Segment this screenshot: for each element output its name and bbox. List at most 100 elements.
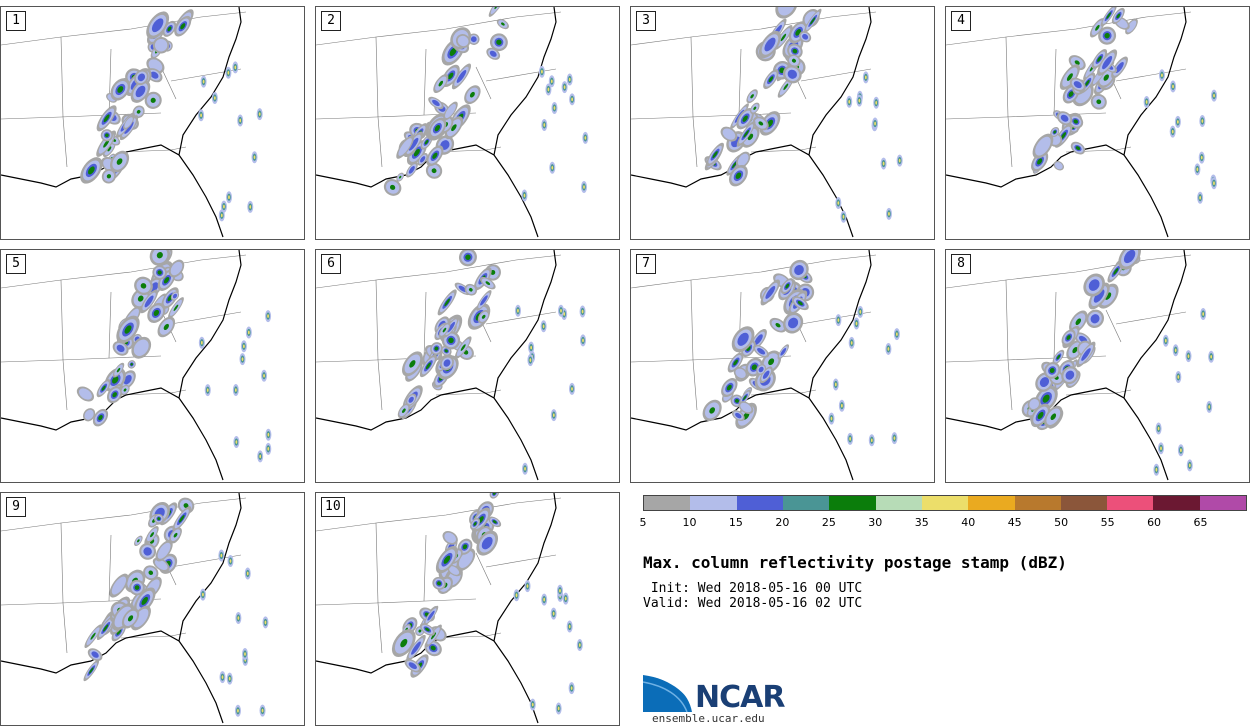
map-plot bbox=[1, 7, 263, 238]
reflectivity-cell bbox=[134, 585, 140, 590]
reflectivity-cell bbox=[735, 398, 739, 403]
reflectivity-cell bbox=[842, 214, 845, 219]
reflectivity-cell bbox=[765, 285, 776, 299]
reflectivity-cell bbox=[237, 708, 239, 713]
reflectivity-cell bbox=[864, 75, 867, 80]
ncar-logo-swoosh bbox=[643, 673, 694, 713]
coastline bbox=[1, 250, 242, 481]
reflectivity-cell bbox=[425, 627, 430, 632]
coastline bbox=[631, 7, 872, 238]
reflectivity-cell bbox=[501, 22, 505, 26]
colorbar-tick-label: 30 bbox=[868, 516, 883, 529]
reflectivity-cell bbox=[431, 168, 437, 174]
reflectivity-cell bbox=[1116, 13, 1121, 19]
reflectivity-cell bbox=[223, 204, 225, 209]
reflectivity-cell bbox=[267, 447, 270, 451]
map-panel-5: 5 bbox=[0, 249, 305, 483]
reflectivity-cell bbox=[1188, 463, 1191, 468]
reflectivity-cell bbox=[105, 133, 109, 138]
reflectivity-cell bbox=[543, 123, 546, 127]
reflectivity-cell bbox=[542, 324, 545, 329]
reflectivity-cell bbox=[137, 73, 146, 82]
map-plot bbox=[316, 250, 586, 481]
reflectivity-cell bbox=[737, 332, 749, 346]
reflectivity-cell bbox=[420, 156, 426, 163]
reflectivity-cell bbox=[1097, 55, 1102, 62]
reflectivity-cell bbox=[221, 675, 224, 679]
reflectivity-cell bbox=[531, 702, 534, 707]
reflectivity-cell bbox=[448, 337, 454, 344]
reflectivity-cell bbox=[1199, 195, 1202, 200]
panel-number: 7 bbox=[636, 254, 656, 274]
reflectivity-cell bbox=[764, 37, 776, 52]
reflectivity-cell bbox=[112, 392, 117, 398]
reflectivity-cell bbox=[259, 454, 262, 459]
reflectivity-cell bbox=[154, 559, 168, 571]
init-time: Init: Wed 2018-05-16 00 UTC bbox=[643, 581, 863, 596]
reflectivity-cell bbox=[743, 129, 749, 138]
reflectivity-cell bbox=[1103, 74, 1109, 81]
reflectivity-cell bbox=[557, 706, 560, 711]
reflectivity-cell bbox=[1172, 84, 1174, 89]
reflectivity-cell bbox=[1084, 79, 1090, 87]
reflectivity-cell bbox=[150, 71, 159, 79]
reflectivity-cell bbox=[432, 99, 440, 107]
reflectivity-cell bbox=[543, 597, 546, 602]
reflectivity-cell bbox=[480, 295, 488, 306]
reflectivity-cell bbox=[758, 121, 764, 126]
reflectivity-cell bbox=[408, 396, 414, 403]
reflectivity-cell bbox=[220, 213, 223, 218]
reflectivity-cell bbox=[457, 35, 469, 47]
reflectivity-cell bbox=[137, 539, 140, 543]
reflectivity-cell bbox=[722, 128, 736, 140]
reflectivity-cell bbox=[140, 283, 147, 289]
reflectivity-cell bbox=[151, 18, 164, 33]
reflectivity-cell bbox=[458, 551, 473, 568]
map-plot bbox=[1, 250, 272, 481]
reflectivity-cell bbox=[783, 83, 789, 91]
state-borders bbox=[316, 11, 562, 168]
reflectivity-cell bbox=[559, 588, 561, 593]
reflectivity-cell bbox=[1049, 367, 1055, 373]
reflectivity-cell bbox=[1072, 347, 1078, 354]
reflectivity-cell bbox=[490, 7, 503, 15]
reflectivity-cell bbox=[183, 503, 189, 508]
reflectivity-cell bbox=[1090, 314, 1100, 324]
reflectivity-cell bbox=[568, 77, 571, 82]
reflectivity-cell bbox=[1202, 312, 1205, 316]
reflectivity-cell bbox=[1037, 158, 1043, 165]
reflectivity-cell bbox=[515, 593, 518, 598]
reflectivity-cell bbox=[1095, 24, 1100, 31]
reflectivity-cell bbox=[1042, 394, 1050, 403]
reflectivity-cell bbox=[448, 72, 454, 80]
reflectivity-cell bbox=[1213, 181, 1215, 186]
reflectivity-cell bbox=[200, 113, 202, 118]
reflectivity-cell bbox=[116, 344, 125, 353]
reflectivity-cell bbox=[267, 314, 269, 318]
reflectivity-cell bbox=[887, 347, 890, 351]
reflectivity-cell bbox=[1160, 446, 1162, 451]
panel-number: 1 bbox=[6, 11, 26, 31]
colorbar-tick-label: 50 bbox=[1054, 516, 1069, 529]
reflectivity-cell bbox=[810, 17, 816, 25]
reflectivity-cell bbox=[742, 115, 748, 122]
reflectivity-cell bbox=[523, 193, 526, 198]
reflectivity-cell bbox=[123, 388, 127, 392]
reflectivity-cell bbox=[1066, 335, 1071, 340]
reflectivity-cell bbox=[709, 407, 716, 414]
map-plot bbox=[946, 7, 1218, 238]
reflectivity-cell bbox=[107, 146, 112, 152]
coastline bbox=[946, 7, 1187, 238]
panel-number: 5 bbox=[6, 254, 26, 274]
reflectivity-cell bbox=[261, 708, 264, 713]
colorbar-tick-label: 25 bbox=[821, 516, 836, 529]
reflectivity-cell bbox=[469, 91, 475, 98]
reflectivity-cell bbox=[253, 155, 256, 160]
reflectivity-cell bbox=[157, 270, 162, 275]
reflectivity-cell bbox=[768, 76, 774, 83]
reflectivity-cell bbox=[570, 686, 573, 690]
reflectivity-cell bbox=[234, 65, 237, 70]
reflectivity-cell bbox=[1066, 73, 1073, 81]
reflectivity-cell bbox=[489, 50, 497, 57]
reflectivity-cell bbox=[399, 175, 402, 179]
